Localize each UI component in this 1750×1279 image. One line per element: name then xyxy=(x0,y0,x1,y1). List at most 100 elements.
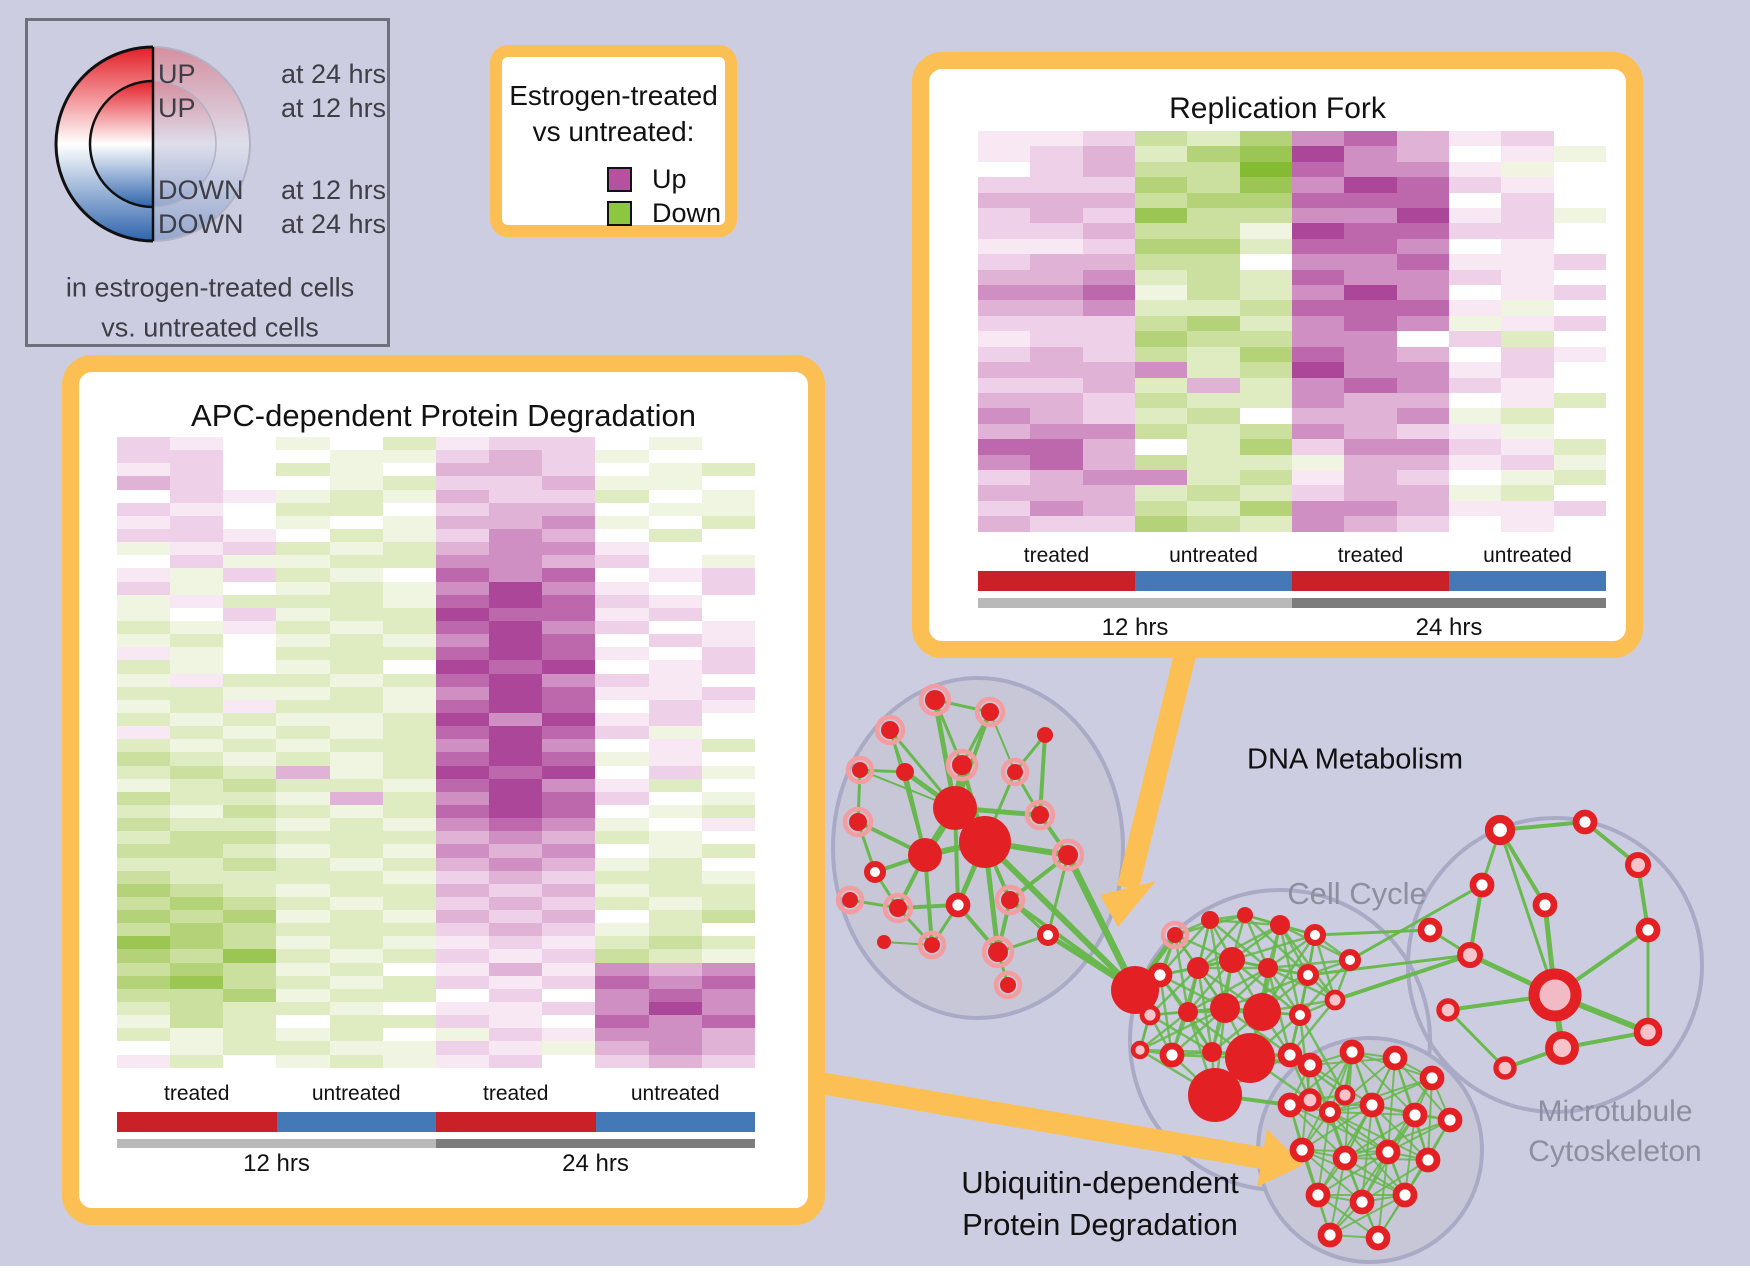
condition-group-label: treated xyxy=(1023,544,1090,567)
estrogen-legend-title-line1: Estrogen-treated xyxy=(509,80,718,111)
microtubule-label-line2: Cytoskeleton xyxy=(1528,1135,1702,1168)
heatmap-row xyxy=(117,528,755,543)
down-color-swatch xyxy=(607,201,632,226)
direction-footer-line2: vs. untreated cells xyxy=(101,312,319,343)
microtubule-label-line1: Microtubule xyxy=(1537,1095,1693,1128)
heatmap-row xyxy=(978,131,1606,147)
condition-group-label: treated xyxy=(1337,544,1404,567)
heatmap-row xyxy=(978,285,1606,301)
heatmap-row xyxy=(117,962,755,976)
time-bar xyxy=(117,1139,436,1148)
heatmap-row xyxy=(117,607,755,621)
heatmap-row xyxy=(978,300,1606,316)
heatmap-row xyxy=(978,269,1606,286)
condition-group-label: untreated xyxy=(1483,544,1572,567)
estrogen-legend-title-line2: vs untreated: xyxy=(532,116,695,147)
condition-group-label: untreated xyxy=(311,1082,401,1105)
up-label: Up xyxy=(652,164,687,194)
condition-bar xyxy=(1449,571,1606,591)
direction-row-word-up24: UP xyxy=(158,59,196,89)
heatmap-row xyxy=(978,208,1606,224)
time-label: 24 hrs xyxy=(1415,614,1483,641)
heatmap-row xyxy=(117,1015,755,1029)
heatmap-row xyxy=(117,739,755,753)
heatmap-row xyxy=(117,502,755,516)
heatmap-row xyxy=(117,1054,755,1068)
heatmap-row xyxy=(117,896,755,911)
heatmap-row xyxy=(978,392,1606,409)
heatmap-row xyxy=(117,778,755,792)
ubiquitin-label-line2: Protein Degradation xyxy=(962,1207,1238,1242)
heatmap-row xyxy=(117,923,755,937)
time-label: 12 hrs xyxy=(1101,614,1169,641)
direction-row-time-down24: at 24 hrs xyxy=(281,209,387,239)
heatmap-row xyxy=(978,362,1606,378)
direction-row-time-down12: at 12 hrs xyxy=(281,175,387,205)
heatmap-row xyxy=(978,485,1606,501)
heatmap-row xyxy=(117,673,755,687)
heatmap-row xyxy=(117,647,755,661)
condition-bar xyxy=(595,1112,755,1132)
heatmap-row xyxy=(117,699,755,713)
heatmap-row xyxy=(978,469,1606,486)
heatmap-row xyxy=(117,726,755,740)
heatmap-row xyxy=(978,454,1606,470)
condition-bar xyxy=(1292,571,1449,591)
heatmap-row xyxy=(117,883,755,897)
heatmap-row xyxy=(117,936,755,950)
direction-row-word-up12: UP xyxy=(158,93,196,123)
time-label: 24 hrs xyxy=(562,1150,629,1177)
heatmap-row xyxy=(117,844,755,858)
condition-bar xyxy=(436,1112,596,1132)
estrogen-legend-box: Estrogen-treated vs untreated: Up Down xyxy=(490,45,737,237)
heatmap-row xyxy=(978,161,1606,178)
condition-bar xyxy=(276,1112,436,1132)
heatmap-row xyxy=(117,463,755,477)
heatmap-row xyxy=(117,581,755,595)
direction-row-time-up12: at 12 hrs xyxy=(281,93,387,123)
heatmap-row xyxy=(117,660,755,674)
condition-bar xyxy=(978,571,1135,591)
direction-footer-line1: in estrogen-treated cells xyxy=(65,272,355,303)
heatmap-row xyxy=(117,437,755,451)
heatmap-row xyxy=(978,223,1606,239)
direction-row-time-up24: at 24 hrs xyxy=(281,59,387,89)
heatmap-row xyxy=(978,408,1606,424)
heatmap-row xyxy=(117,450,755,464)
cell-cycle-label: Cell Cycle xyxy=(1287,876,1427,911)
apc-title: APC-dependent Protein Degradation xyxy=(191,398,696,433)
up-color-swatch xyxy=(607,167,632,192)
condition-bar xyxy=(117,1112,277,1132)
replication-fork-heatmap xyxy=(978,131,1606,532)
gradient-circle-legend-icon xyxy=(54,45,251,243)
heatmap-row xyxy=(117,620,755,635)
heatmap-row xyxy=(117,515,755,529)
heatmap-row xyxy=(978,192,1606,209)
condition-group-label: treated xyxy=(164,1082,230,1105)
heatmap-row xyxy=(978,177,1606,193)
heatmap-row xyxy=(117,975,755,989)
heatmap-row xyxy=(978,346,1606,363)
heatmap-row xyxy=(117,555,755,569)
time-bar xyxy=(436,1139,755,1148)
heatmap-row xyxy=(117,857,755,871)
condition-group-label: untreated xyxy=(630,1082,720,1105)
replication-fork-title: Replication Fork xyxy=(1169,92,1386,125)
dna-metabolism-label: DNA Metabolism xyxy=(1247,743,1463,776)
direction-row-word-down12: DOWN xyxy=(158,175,244,205)
heatmap-row xyxy=(117,568,755,582)
time-label: 12 hrs xyxy=(243,1150,310,1177)
heatmap-row xyxy=(117,831,755,845)
heatmap-row xyxy=(978,238,1606,255)
heatmap-row xyxy=(117,634,755,648)
heatmap-row xyxy=(978,146,1606,162)
heatmap-row xyxy=(978,331,1606,347)
heatmap-row xyxy=(978,516,1606,532)
heatmap-row xyxy=(978,254,1606,270)
heatmap-row xyxy=(117,910,755,924)
heatmap-row xyxy=(117,712,755,727)
heatmap-row xyxy=(117,870,755,884)
heatmap-row xyxy=(117,818,755,832)
down-label: Down xyxy=(652,198,722,228)
